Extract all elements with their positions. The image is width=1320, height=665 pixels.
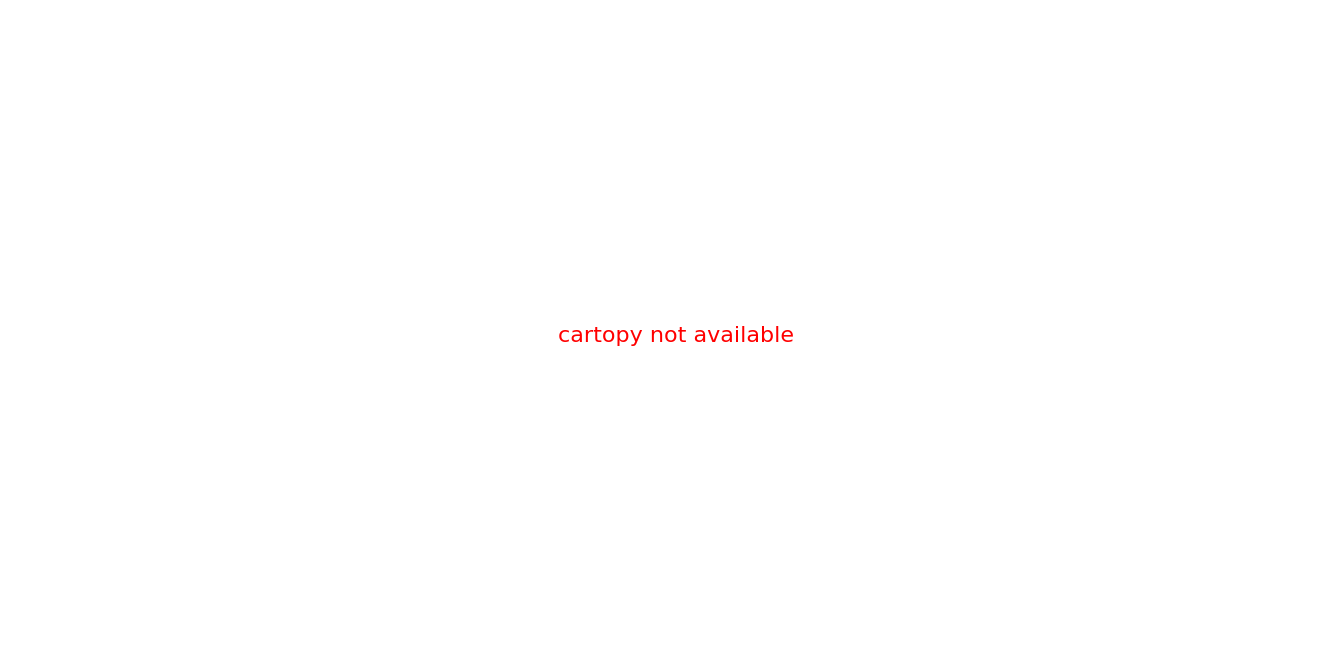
Text: cartopy not available: cartopy not available [558,326,795,346]
